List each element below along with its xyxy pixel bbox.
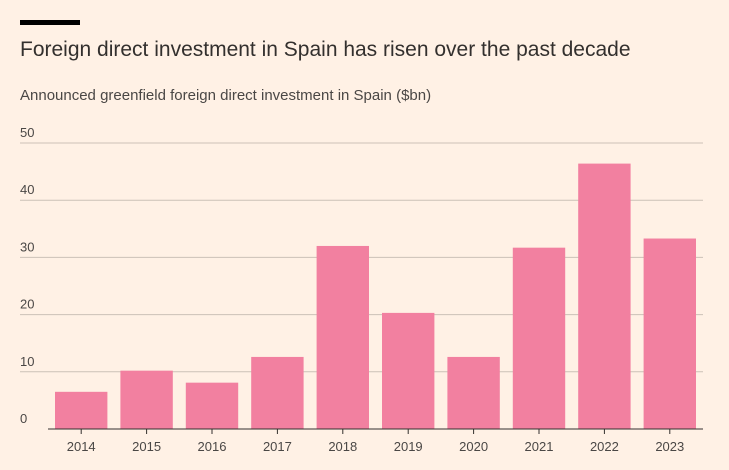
y-axis-ticks: 0 10 20 30 40 50	[20, 125, 34, 426]
y-tick-label: 0	[20, 411, 27, 426]
x-tick-label: 2023	[655, 439, 684, 454]
bar-2023	[643, 238, 696, 429]
x-tick-label: 2015	[132, 439, 161, 454]
bar-2015	[120, 370, 173, 429]
x-tick-label: 2017	[263, 439, 292, 454]
x-tick-label: 2020	[459, 439, 488, 454]
title-rule	[20, 20, 80, 25]
x-tick-label: 2021	[525, 439, 554, 454]
y-tick-label: 50	[20, 125, 34, 140]
x-tick-label: 2019	[394, 439, 423, 454]
x-tick-label: 2016	[198, 439, 227, 454]
x-tick-label: 2014	[67, 439, 96, 454]
chart-subtitle: Announced greenfield foreign direct inve…	[20, 87, 432, 104]
bar-2019	[382, 312, 435, 429]
bar-2017	[251, 356, 304, 429]
bar-2020	[447, 356, 500, 429]
x-axis-ticks: 2014 2015 2016 2017 2018 2019 2020 2021 2022 2023	[67, 429, 684, 454]
chart-title: Foreign direct investment in Spain has r…	[20, 38, 631, 61]
y-tick-label: 10	[20, 354, 34, 369]
bar-2014	[55, 391, 108, 429]
bar-2022	[578, 163, 631, 430]
x-tick-label: 2022	[590, 439, 619, 454]
y-tick-label: 20	[20, 297, 34, 312]
y-tick-label: 40	[20, 182, 34, 197]
x-tick-label: 2018	[328, 439, 357, 454]
y-tick-label: 30	[20, 239, 34, 254]
bars	[55, 163, 696, 430]
bar-2016	[185, 382, 239, 429]
bar-2021	[512, 247, 566, 429]
bar-2018	[316, 245, 369, 429]
